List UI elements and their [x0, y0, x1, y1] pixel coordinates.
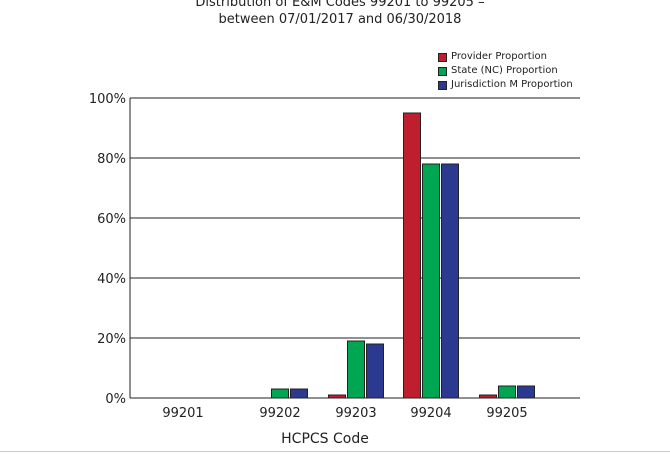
y-tick-label: 100% — [89, 92, 126, 107]
x-tick-label: 99205 — [486, 406, 527, 421]
y-tick-label: 0% — [105, 392, 126, 407]
bar-99203-0 — [328, 394, 346, 399]
bar-99202-1 — [271, 388, 289, 399]
bar-99205-1 — [498, 385, 516, 399]
x-tick-label: 99203 — [335, 406, 376, 421]
title-line-2: between 07/01/2017 and 06/30/2018 — [218, 12, 462, 27]
bar-99204-1 — [422, 163, 440, 399]
legend-label: Jurisdiction M Proportion — [451, 79, 573, 90]
bar-99205-0 — [479, 394, 497, 399]
y-tick-label: 60% — [97, 212, 126, 227]
legend-item-provider: Provider Proportion — [438, 50, 573, 64]
bar-99203-1 — [347, 340, 365, 399]
legend-item-jurisdiction: Jurisdiction M Proportion — [438, 78, 573, 92]
x-tick-label: 99202 — [259, 406, 300, 421]
x-tick-label: 99204 — [410, 406, 451, 421]
bar-99205-2 — [517, 385, 535, 399]
bar-99203-2 — [366, 343, 384, 399]
legend-swatch — [438, 52, 447, 62]
chart-title: Distribution of E&M Codes 99201 to 99205… — [150, 0, 530, 28]
bar-99202-2 — [290, 388, 308, 399]
title-line-1: Distribution of E&M Codes 99201 to 99205… — [195, 0, 485, 10]
legend-label: Provider Proportion — [451, 51, 547, 62]
x-axis-label: HCPCS Code — [281, 431, 369, 447]
y-tick-label: 80% — [97, 152, 126, 167]
legend: Provider Proportion State (NC) Proportio… — [438, 50, 573, 92]
legend-swatch — [438, 80, 447, 90]
divider — [0, 451, 670, 452]
y-tick-label: 40% — [97, 272, 126, 287]
bar-99204-2 — [441, 163, 459, 399]
y-tick-label: 20% — [97, 332, 126, 347]
bar-99204-0 — [403, 112, 421, 399]
legend-swatch — [438, 66, 447, 76]
x-tick-label: 99201 — [162, 406, 203, 421]
legend-item-state: State (NC) Proportion — [438, 64, 573, 78]
legend-label: State (NC) Proportion — [451, 65, 558, 76]
